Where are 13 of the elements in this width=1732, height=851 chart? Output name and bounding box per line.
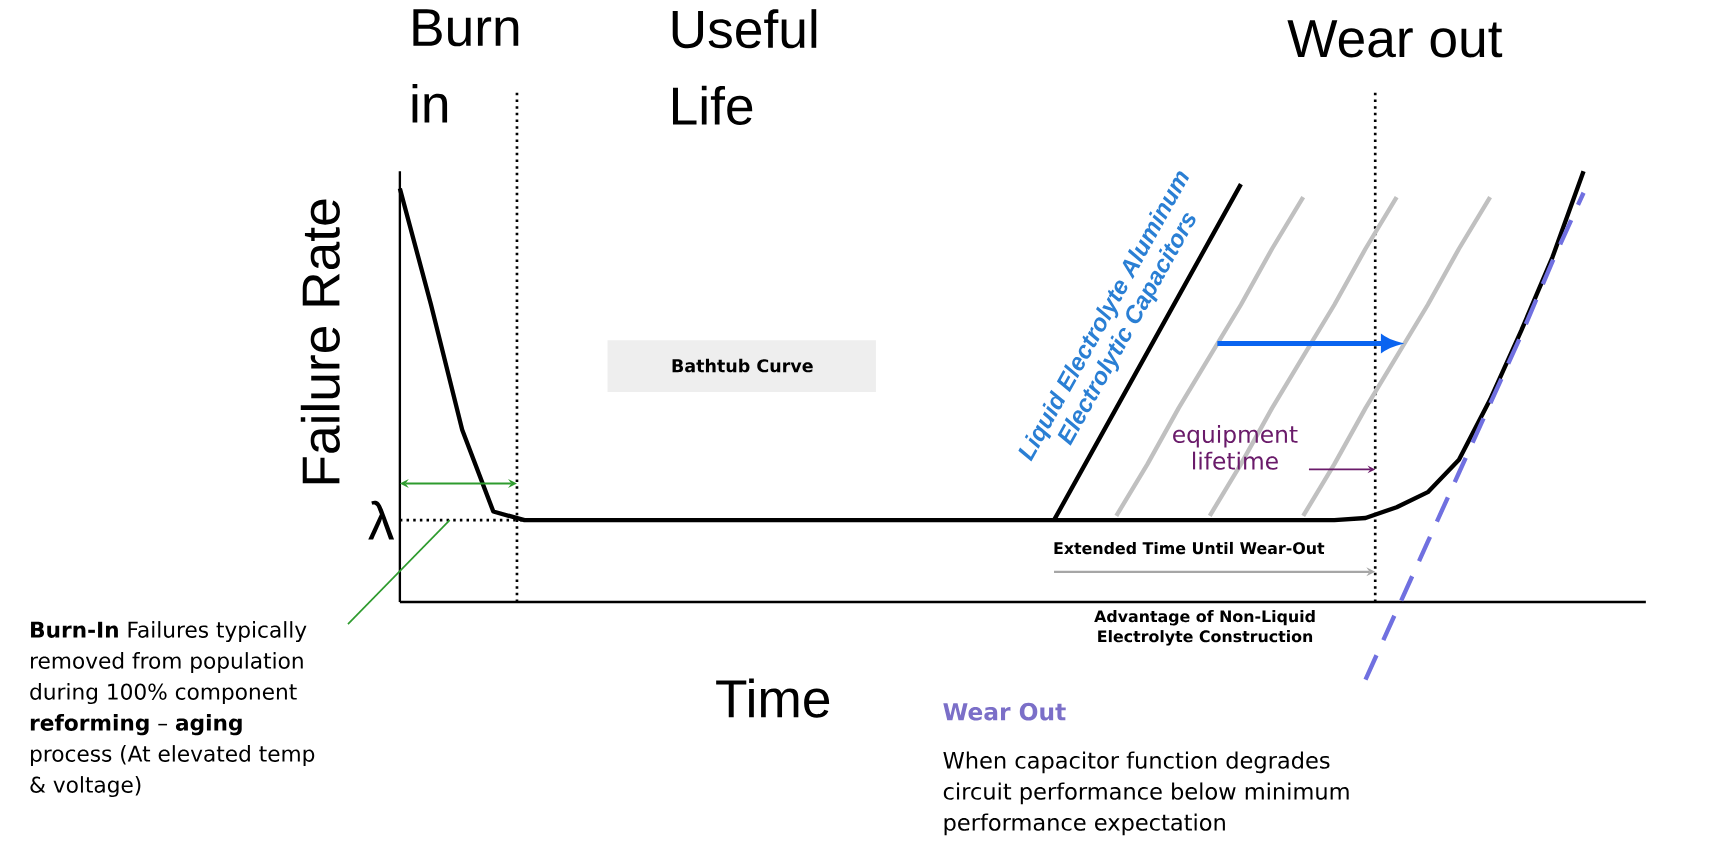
y-axis-title: Failure Rate <box>300 199 340 484</box>
text: When capacitor function degrades circuit performance below minimum performance expectation <box>943 751 1349 836</box>
x-axis-title: Time <box>716 678 830 718</box>
text: Useful Life <box>672 9 817 125</box>
annotation: Advantage of Non-Liquid Electrolyte Construction <box>1094 610 1315 646</box>
text: Bathtub Curve <box>672 358 813 373</box>
text: Burn-In Failures typically removed from population during 100% component reforming – aging process (At elevated temp & voltage) <box>30 621 315 798</box>
text: Burn in <box>412 9 519 123</box>
annotation: Extended Time Until Wear-Out <box>1054 541 1325 555</box>
text: Wear Out <box>943 702 1066 721</box>
annotation: equipment lifetime <box>1173 424 1298 470</box>
text: Wear out <box>1287 20 1503 58</box>
ref-line-label: λ <box>368 500 395 540</box>
